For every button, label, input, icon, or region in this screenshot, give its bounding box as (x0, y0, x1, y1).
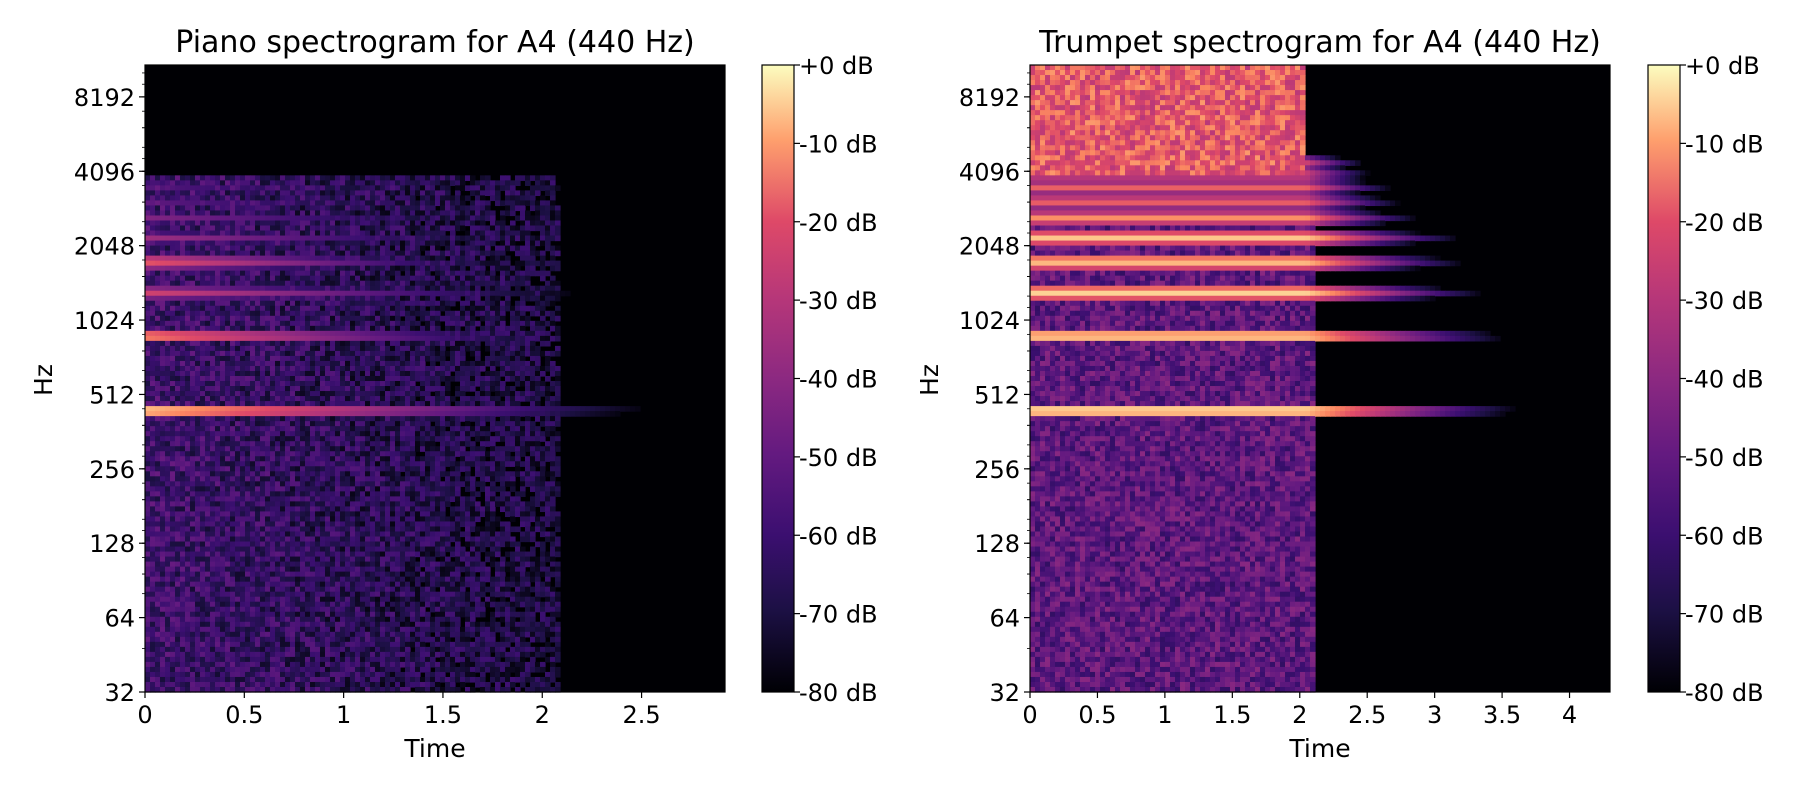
y-tick-label: 2048 (74, 233, 135, 261)
x-tick-label: 0.5 (225, 701, 263, 729)
x-tick-label: 3 (1427, 701, 1442, 729)
x-tick-label: 1.5 (1213, 701, 1251, 729)
x-tick-label: 1.5 (424, 701, 462, 729)
y-axis: 32 64 128 256 512 1024 2048 4096 8192 (74, 72, 145, 707)
y-tick-label: 64 (104, 605, 135, 633)
plot-frame (1029, 64, 1611, 693)
y-tick-label: 8192 (74, 84, 135, 112)
colorbar-tick-label: -60 dB (1685, 522, 1764, 550)
trumpet-chart: Trumpet spectrogram for A4 (440 Hz) 0 0.5… (915, 25, 1764, 763)
y-tick-label: 128 (974, 530, 1020, 558)
colorbar-tick-label: -20 dB (799, 209, 878, 237)
x-tick-label: 0 (137, 701, 152, 729)
y-tick-label: 256 (974, 456, 1020, 484)
y-tick-label: 32 (989, 679, 1020, 707)
colorbar-tick-label: -80 dB (799, 679, 878, 707)
y-tick-label: 4096 (74, 158, 135, 186)
colorbar-tick-label: -80 dB (1685, 679, 1764, 707)
y-tick-label: 64 (989, 605, 1020, 633)
colorbar: +0 dB -10 dB -20 dB -30 dB -40 dB -50 dB -60 d… (1647, 52, 1764, 707)
y-tick-label: 2048 (959, 233, 1020, 261)
chart-title: Trumpet spectrogram for A4 (440 Hz) (1038, 25, 1601, 60)
x-tick-label: 2 (1292, 701, 1307, 729)
x-tick-label: 1 (1157, 701, 1172, 729)
plot-frame (144, 64, 726, 693)
colorbar-tick-label: -40 dB (799, 366, 878, 394)
x-tick-label: 0 (1022, 701, 1037, 729)
colorbar-ticks: +0 dB -10 dB -20 dB -30 dB -40 dB -50 dB -60 d… (794, 52, 878, 707)
colorbar-ticks: +0 dB -10 dB -20 dB -30 dB -40 dB -50 dB -60 d… (1680, 52, 1764, 707)
heatmap (145, 65, 725, 693)
y-tick-label: 256 (89, 456, 135, 484)
piano-chart: Piano spectrogram for A4 (440 Hz) 0 0.5 1 1… (29, 25, 878, 763)
x-tick-label: 2.5 (622, 701, 660, 729)
colorbar-tick-label: -20 dB (1685, 209, 1764, 237)
x-axis-label: Time (1288, 734, 1350, 763)
colorbar-tick-label: -50 dB (799, 444, 878, 472)
x-tick-label: 3.5 (1483, 701, 1521, 729)
y-tick-label: 512 (974, 381, 1020, 409)
y-tick-label: 8192 (959, 84, 1020, 112)
x-axis-label: Time (403, 734, 465, 763)
colorbar-tick-label: -50 dB (1685, 444, 1764, 472)
x-tick-label: 1 (336, 701, 351, 729)
colorbar-tick-label: -60 dB (799, 522, 878, 550)
colorbar-tick-label: -70 dB (1685, 601, 1764, 629)
x-tick-label: 2 (535, 701, 550, 729)
y-axis: 32 64 128 256 512 1024 2048 4096 8192 (959, 72, 1030, 707)
y-tick-label: 512 (89, 381, 135, 409)
y-tick-label: 128 (89, 530, 135, 558)
colorbar-tick-label: +0 dB (799, 52, 874, 80)
colorbar: +0 dB -10 dB -20 dB -30 dB -40 dB -50 dB -60 d… (761, 52, 878, 707)
heatmap (1030, 65, 1610, 693)
colorbar-tick-label: -30 dB (1685, 287, 1764, 315)
y-axis-label: Hz (915, 364, 944, 396)
x-tick-label: 4 (1562, 701, 1577, 729)
y-tick-label: 1024 (959, 307, 1020, 335)
colorbar-gradient (761, 64, 795, 693)
x-axis: 0 0.5 1 1.5 2 2.5 3 3.5 4 (1022, 692, 1577, 729)
colorbar-tick-label: -30 dB (799, 287, 878, 315)
y-tick-label: 1024 (74, 307, 135, 335)
x-axis: 0 0.5 1 1.5 2 2.5 (137, 692, 661, 729)
chart-title: Piano spectrogram for A4 (440 Hz) (175, 25, 694, 60)
x-tick-label: 0.5 (1078, 701, 1116, 729)
colorbar-tick-label: +0 dB (1685, 52, 1760, 80)
colorbar-tick-label: -10 dB (1685, 130, 1764, 158)
y-axis-label: Hz (29, 364, 58, 396)
colorbar-tick-label: -70 dB (799, 601, 878, 629)
colorbar-tick-label: -40 dB (1685, 366, 1764, 394)
y-tick-label: 32 (104, 679, 135, 707)
colorbar-tick-label: -10 dB (799, 130, 878, 158)
y-tick-label: 4096 (959, 158, 1020, 186)
colorbar-gradient (1647, 64, 1681, 693)
x-tick-label: 2.5 (1348, 701, 1386, 729)
